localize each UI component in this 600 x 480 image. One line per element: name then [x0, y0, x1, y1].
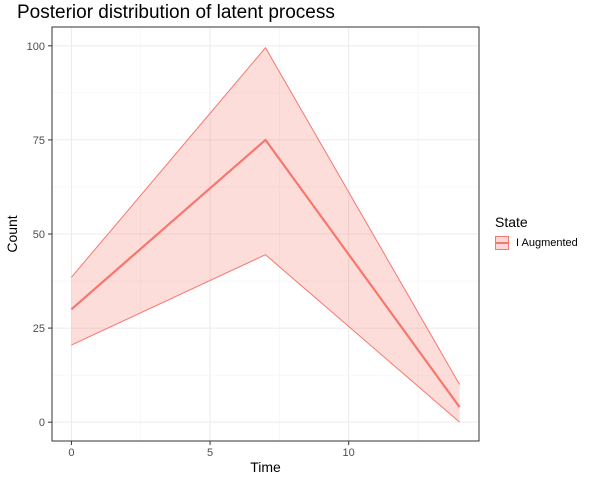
lower-bound-line	[71, 254, 460, 423]
legend-item: I Augmented	[495, 236, 578, 250]
x-tick-label: 5	[207, 447, 213, 459]
chart-title: Posterior distribution of latent process	[17, 2, 335, 23]
x-tick-label: 10	[343, 447, 355, 459]
x-tick-label: 0	[68, 447, 74, 459]
y-tick-label: 75	[33, 135, 45, 147]
median-line	[70, 138, 461, 408]
upper-bound-line	[71, 46, 461, 385]
legend: State I Augmented	[495, 214, 578, 250]
legend-key-icon	[495, 236, 509, 250]
legend-title: State	[495, 214, 528, 230]
y-tick-label: 100	[27, 41, 45, 53]
y-tick-label: 50	[33, 229, 45, 241]
y-tick-label: 0	[39, 417, 45, 429]
y-axis-title: Count	[4, 215, 20, 252]
x-axis-title: Time	[250, 459, 281, 475]
y-tick-label: 25	[33, 323, 45, 335]
credible-band	[71, 47, 460, 423]
legend-label: I Augmented	[516, 237, 578, 249]
